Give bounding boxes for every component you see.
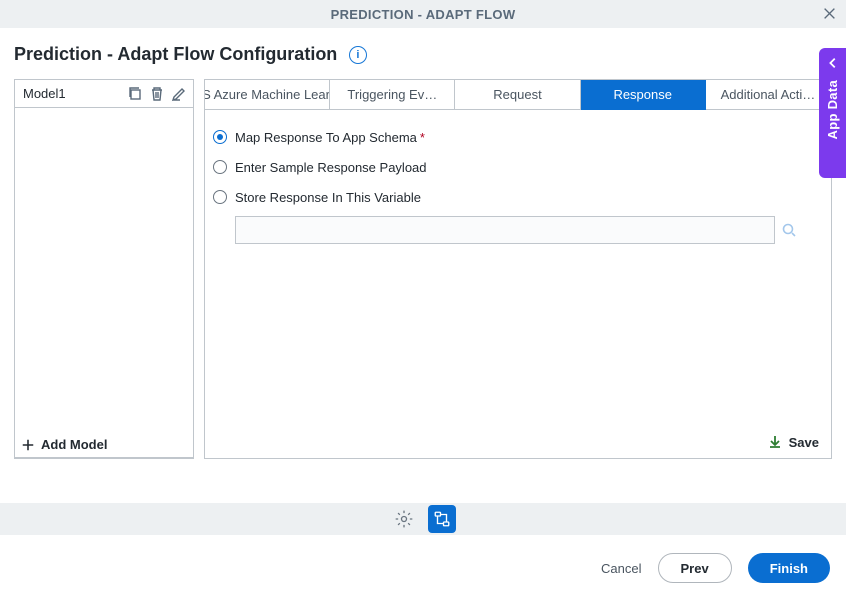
- app-data-label: App Data: [825, 80, 840, 139]
- footer: Cancel Prev Finish: [0, 544, 846, 592]
- radio-label-store: Store Response In This Variable: [235, 190, 421, 205]
- form-area: Map Response To App Schema * Enter Sampl…: [205, 110, 831, 458]
- mode-bar: [0, 503, 846, 535]
- trash-icon[interactable]: [149, 86, 165, 102]
- chevron-left-icon: [826, 56, 840, 70]
- tabs: MS Azure Machine Lear… Triggering Ev… Re…: [205, 80, 831, 110]
- model-name: Model1: [23, 86, 66, 101]
- model-row[interactable]: Model1: [15, 80, 193, 108]
- tab-additional[interactable]: Additional Acti…: [706, 80, 831, 110]
- radio-store-variable[interactable]: Store Response In This Variable: [213, 182, 823, 212]
- tab-request[interactable]: Request: [455, 80, 580, 110]
- flow-mode-button[interactable]: [428, 505, 456, 533]
- plus-icon: [21, 438, 35, 452]
- tab-response[interactable]: Response: [581, 80, 706, 110]
- settings-mode-button[interactable]: [390, 505, 418, 533]
- topbar: PREDICTION - ADAPT FLOW: [0, 0, 846, 28]
- copy-icon[interactable]: [127, 86, 143, 102]
- content-panel: MS Azure Machine Lear… Triggering Ev… Re…: [204, 79, 832, 459]
- tab-azure[interactable]: MS Azure Machine Lear…: [205, 80, 330, 110]
- add-model-button[interactable]: Add Model: [15, 432, 193, 458]
- info-icon[interactable]: i: [349, 46, 367, 64]
- add-model-label: Add Model: [41, 437, 107, 452]
- main-area: Model1 Add Model MS Azure Machin: [0, 79, 846, 459]
- finish-button[interactable]: Finish: [748, 553, 830, 583]
- tab-triggering[interactable]: Triggering Ev…: [330, 80, 455, 110]
- variable-row: [213, 216, 823, 244]
- required-star: *: [420, 130, 425, 145]
- close-icon[interactable]: [820, 4, 838, 22]
- page-title: Prediction - Adapt Flow Configuration: [14, 44, 337, 65]
- download-icon: [767, 434, 783, 450]
- edit-icon[interactable]: [171, 86, 187, 102]
- prev-button[interactable]: Prev: [658, 553, 732, 583]
- radio-map-response[interactable]: Map Response To App Schema *: [213, 122, 823, 152]
- radio-label-map: Map Response To App Schema: [235, 130, 417, 145]
- lookup-icon[interactable]: [781, 222, 797, 238]
- variable-input[interactable]: [235, 216, 775, 244]
- app-data-panel-toggle[interactable]: App Data: [819, 48, 846, 178]
- page-header: Prediction - Adapt Flow Configuration i: [0, 28, 846, 79]
- topbar-title: PREDICTION - ADAPT FLOW: [331, 7, 516, 22]
- save-button[interactable]: Save: [767, 434, 819, 450]
- model-sidebar: Model1 Add Model: [14, 79, 194, 459]
- radio-sample-payload[interactable]: Enter Sample Response Payload: [213, 152, 823, 182]
- radio-label-sample: Enter Sample Response Payload: [235, 160, 427, 175]
- save-label: Save: [789, 435, 819, 450]
- sidebar-body: [15, 108, 193, 432]
- cancel-button[interactable]: Cancel: [601, 561, 641, 576]
